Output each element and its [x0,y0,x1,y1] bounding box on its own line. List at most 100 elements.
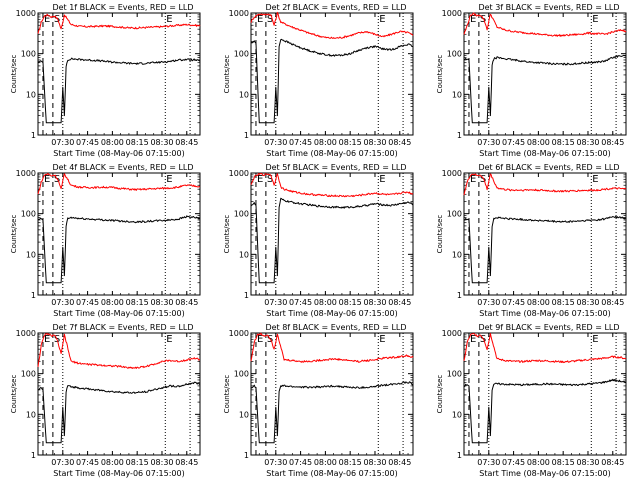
series-lld-red [463,12,627,37]
panel-det-3: Det 3f BLACK = Events, RED = LLD 1 10 100 10… [436,3,627,158]
x-tick-label: 08:30 [576,458,599,467]
y-tick-label: 100 [234,370,249,379]
panel-title: Det 4f BLACK = Events, RED = LLD [52,163,193,172]
x-axis-label: Start Time (08-May-06 07:15:00) [266,149,397,158]
y-tick-label: 1000 [16,169,36,178]
x-tick-label: 08:00 [101,458,124,467]
x-tick-label: 08:00 [101,298,124,307]
plot-frame [463,332,627,456]
y-tick-label: 1 [457,291,462,300]
marker-label: E [166,174,172,185]
x-tick-label: 07:30 [51,458,74,467]
series-events-black [37,215,201,284]
panel-det-1: Det 1f BLACK = Events, RED = LLD 1 10 100 10… [10,3,201,158]
y-tick-label: 1000 [229,9,249,18]
plot-frame [37,172,201,296]
panel-det-4: Det 4f BLACK = Events, RED = LLD 1 10 100 10… [10,163,201,318]
plot-frame [37,332,201,456]
panel-det-7: Det 7f BLACK = Events, RED = LLD 1 10 100 10… [10,323,201,478]
x-tick-label: 07:45 [502,138,525,147]
y-tick-label: 1000 [442,329,462,338]
y-tick-label: 1 [31,131,36,140]
x-tick-label: 08:15 [339,298,362,307]
y-tick-label: 1 [244,451,249,460]
marker-label: S [54,14,60,25]
y-tick-label: 100 [234,50,249,59]
marker-label: S [267,14,273,25]
plot-frame [37,12,201,136]
x-tick-label: 08:15 [126,138,149,147]
marker-label: E [44,334,50,345]
y-tick-label: 1 [244,291,249,300]
y-tick-label: 1 [457,451,462,460]
y-tick-label: 100 [447,50,462,59]
y-axis-label: Counts/sec [223,55,231,94]
x-tick-label: 07:45 [76,298,99,307]
panel-title: Det 2f BLACK = Events, RED = LLD [265,3,406,12]
x-tick-label: 08:45 [388,298,411,307]
y-axis-label: Counts/sec [436,55,444,94]
x-tick-label: 08:00 [101,138,124,147]
x-tick-label: 08:15 [339,458,362,467]
marker-label: E [166,334,172,345]
series-lld-red [37,172,201,195]
x-tick-label: 08:00 [527,458,550,467]
x-tick-label: 08:00 [314,298,337,307]
marker-label: E [257,174,263,185]
x-tick-label: 08:15 [339,138,362,147]
x-tick-label: 07:30 [477,138,500,147]
y-tick-label: 1000 [229,329,249,338]
marker-label: E [592,174,598,185]
x-tick-label: 08:00 [527,138,550,147]
series-events-black [463,54,627,124]
plot-frame [463,172,627,296]
x-tick-label: 07:30 [51,298,74,307]
y-tick-label: 10 [239,90,249,99]
plot-frame [250,12,414,136]
x-tick-label: 08:45 [388,458,411,467]
x-tick-label: 08:45 [388,138,411,147]
y-tick-label: 1000 [229,169,249,178]
x-tick-label: 08:30 [150,298,173,307]
x-axis-label: Start Time (08-May-06 07:15:00) [479,149,610,158]
panel-det-2: Det 2f BLACK = Events, RED = LLD 1 10 100 10… [223,3,414,158]
y-axis-label: Counts/sec [10,375,18,414]
y-tick-label: 1 [244,131,249,140]
series-events-black [37,57,201,124]
x-tick-label: 08:45 [601,458,624,467]
plot-frame [250,172,414,296]
panel-det-6: Det 6f BLACK = Events, RED = LLD 1 10 100 10… [436,163,627,318]
x-tick-label: 08:00 [314,138,337,147]
y-tick-label: 1000 [442,9,462,18]
x-tick-label: 07:45 [76,138,99,147]
series-lld-red [463,333,627,364]
series-lld-red [250,11,414,39]
x-tick-label: 08:45 [175,458,198,467]
y-tick-label: 10 [26,90,36,99]
y-tick-label: 10 [239,410,249,419]
panel-det-9: Det 9f BLACK = Events, RED = LLD 1 10 100 10… [436,323,627,478]
y-tick-label: 1000 [442,169,462,178]
x-tick-label: 07:30 [51,138,74,147]
x-tick-label: 07:30 [264,138,287,147]
series-lld-red [463,173,627,196]
x-tick-label: 08:15 [552,138,575,147]
x-tick-label: 07:30 [264,298,287,307]
y-axis-label: Counts/sec [10,55,18,94]
series-events-black [37,381,200,444]
y-tick-label: 100 [21,210,36,219]
panel-det-5: Det 5f BLACK = Events, RED = LLD 1 10 100 10… [223,163,414,318]
y-tick-label: 100 [21,370,36,379]
x-tick-label: 08:30 [363,298,386,307]
x-tick-label: 07:45 [76,458,99,467]
x-axis-label: Start Time (08-May-06 07:15:00) [53,469,184,478]
marker-label: S [480,14,486,25]
x-axis-label: Start Time (08-May-06 07:15:00) [53,309,184,318]
x-tick-label: 07:30 [264,458,287,467]
y-tick-label: 1 [31,291,36,300]
marker-label: E [257,14,263,25]
plot-frame [463,12,627,136]
series-events-black [250,197,414,284]
y-tick-label: 10 [452,250,462,259]
y-tick-label: 100 [447,210,462,219]
